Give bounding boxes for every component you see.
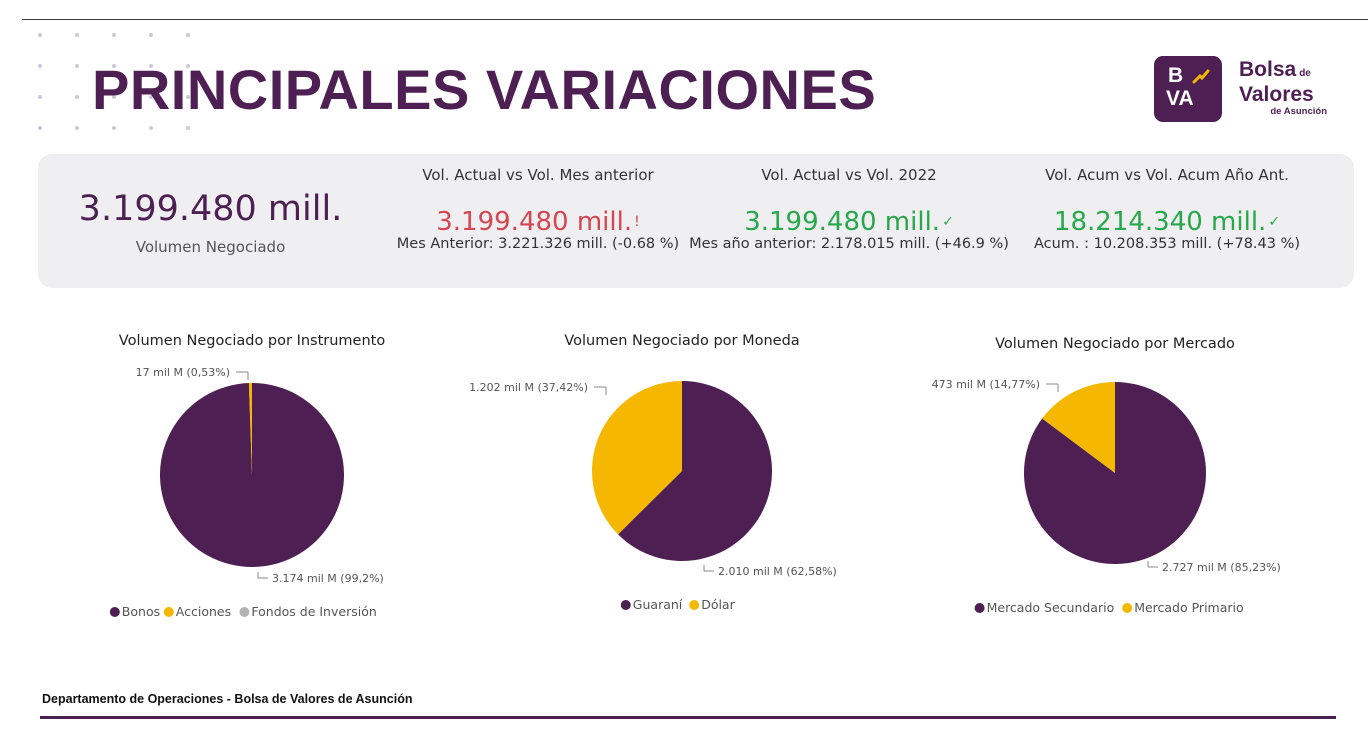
- decorative-dot: [186, 95, 190, 99]
- decorative-dot: [186, 33, 190, 37]
- decorative-dot: [112, 33, 116, 37]
- decorative-dot: [112, 126, 116, 130]
- legend-dot: [974, 603, 985, 613]
- legend-label: Dólar: [701, 597, 735, 612]
- decorative-dot: [75, 64, 79, 68]
- legend-dot: [689, 600, 700, 610]
- pie-chart-mercado: Volumen Negociado por Mercado 473 mil M (…: [920, 320, 1340, 630]
- kpi-card-accumulated: Vol. Acum vs Vol. Acum Año Ant. 18.214.3…: [1028, 166, 1306, 252]
- chart-legend: Bonos Acciones Fondos de Inversión: [109, 604, 377, 619]
- decorative-dot: [149, 64, 153, 68]
- pie-chart-instrumento: Volumen Negociado por Instrumento 17 mil …: [60, 320, 460, 630]
- data-label: 2.010 mil M (62,58%): [718, 565, 837, 578]
- legend-label: Guaraní: [633, 597, 683, 612]
- decorative-dot: [75, 95, 79, 99]
- pie-chart-moneda: Volumen Negociado por Moneda 1.202 mil M …: [470, 320, 900, 630]
- legend-label: Mercado Primario: [1134, 600, 1243, 615]
- decorative-dot: [38, 64, 42, 68]
- logo-line2: Valores: [1239, 83, 1314, 106]
- legend-dot: [239, 607, 250, 617]
- chart-legend: Mercado Secundario Mercado Primario: [974, 600, 1244, 615]
- kpi-card-year: Vol. Actual vs Vol. 2022 3.199.480 mill.…: [688, 166, 1010, 252]
- kpi-card-header: Vol. Actual vs Vol. Mes anterior: [422, 166, 654, 184]
- logo-line3: de Asunción: [1270, 106, 1327, 117]
- alert-icon: !: [634, 214, 640, 230]
- kpi-card-value-text: 3.199.480 mill.: [744, 207, 941, 237]
- pie-slice-d-lar: [592, 381, 682, 535]
- legend-dot: [1122, 603, 1133, 613]
- data-label-group: 2.727 mil M (85,23%): [1147, 561, 1281, 574]
- logo-letter-b: B: [1168, 64, 1184, 87]
- data-label-group: 473 mil M (14,77%): [932, 378, 1059, 392]
- bva-logo: B VA Bolsa de Valores de Asunción: [1154, 56, 1334, 122]
- decorative-dot: [75, 126, 79, 130]
- decorative-dot: [112, 95, 116, 99]
- decorative-dot: [112, 64, 116, 68]
- logo-arrow-icon: [1192, 69, 1210, 84]
- data-label-group: 3.174 mil M (99,2%): [257, 572, 384, 585]
- pie-slice-mercado-primario: [1042, 382, 1115, 473]
- chart-title: Volumen Negociado por Mercado: [995, 336, 1235, 352]
- kpi-card-sub: Mes año anterior: 2.178.015 mill. (+46.9…: [689, 236, 1009, 252]
- pie-chart-svg: Volumen Negociado por Mercado 473 mil M (…: [932, 336, 1281, 615]
- data-label: 2.727 mil M (85,23%): [1162, 561, 1281, 574]
- decorative-dot-grid: [38, 33, 218, 138]
- decorative-dot: [38, 33, 42, 37]
- footer-divider: [40, 716, 1336, 719]
- pie-slice-acciones: [248, 383, 252, 475]
- pie-slice-guaran-: [618, 381, 772, 561]
- legend-label: Mercado Secundario: [987, 600, 1115, 615]
- top-divider: [22, 19, 1368, 20]
- pie-slice-bonos: [159, 383, 344, 567]
- logo-letters-va: VA: [1166, 87, 1194, 110]
- decorative-dot: [186, 126, 190, 130]
- kpi-panel: 3.199.480 mill. Volumen Negociado Vol. A…: [38, 154, 1354, 288]
- decorative-dot: [186, 64, 190, 68]
- data-label: 17 mil M (0,53%): [136, 366, 230, 379]
- kpi-card-value: 3.199.480 mill. ✓: [688, 208, 1010, 236]
- footer-department: Departamento de Operaciones - Bolsa de V…: [42, 692, 413, 706]
- kpi-card-month: Vol. Actual vs Vol. Mes anterior 3.199.4…: [378, 166, 698, 252]
- kpi-card-header: Vol. Actual vs Vol. 2022: [761, 166, 937, 184]
- chart-title: Volumen Negociado por Moneda: [564, 333, 799, 349]
- pie-chart-svg: Volumen Negociado por Moneda 1.202 mil M …: [470, 333, 837, 612]
- kpi-card-value-text: 18.214.340 mill.: [1053, 207, 1267, 237]
- kpi-card-header: Vol. Acum vs Vol. Acum Año Ant.: [1045, 166, 1289, 184]
- data-label: 473 mil M (14,77%): [932, 378, 1040, 391]
- kpi-card-value: 3.199.480 mill.!: [378, 208, 698, 236]
- chart-legend: Guaraní Dólar: [620, 597, 736, 612]
- legend-dot: [109, 607, 120, 617]
- kpi-card-value-text: 3.199.480 mill.: [436, 207, 633, 237]
- legend-label: Acciones: [176, 604, 231, 619]
- kpi-main-value: 3.199.480 mill.: [78, 189, 343, 229]
- decorative-dot: [149, 95, 153, 99]
- chart-title: Volumen Negociado por Instrumento: [119, 333, 386, 349]
- data-label-group: 17 mil M (0,53%): [136, 366, 249, 380]
- legend-label: Bonos: [122, 604, 160, 619]
- kpi-main-label: Volumen Negociado: [135, 238, 286, 256]
- legend-dot: [620, 600, 631, 610]
- kpi-card-value: 18.214.340 mill. ✓: [1028, 208, 1306, 236]
- pie-chart-svg: Volumen Negociado por Instrumento 17 mil …: [109, 333, 386, 619]
- check-icon: ✓: [942, 214, 954, 230]
- decorative-dot: [38, 126, 42, 130]
- legend-label: Fondos de Inversión: [251, 604, 376, 619]
- logo-line1: Bolsa: [1239, 58, 1297, 81]
- data-label-group: 1.202 mil M (37,42%): [470, 381, 607, 395]
- kpi-card-sub: Mes Anterior: 3.221.326 mill. (-0.68 %): [396, 236, 680, 252]
- legend-dot: [163, 607, 174, 617]
- logo-wordmark: Bolsa de Valores de Asunción: [1239, 59, 1327, 119]
- decorative-dot: [149, 33, 153, 37]
- data-label-group: 2.010 mil M (62,58%): [703, 565, 837, 578]
- decorative-dot: [149, 126, 153, 130]
- logo-line1-small: de: [1299, 68, 1311, 79]
- bva-logo-mark: B VA: [1154, 56, 1222, 122]
- kpi-card-sub: Acum. : 10.208.353 mill. (+78.43 %): [1033, 236, 1301, 252]
- page-title: PRINCIPALES VARIACIONES: [92, 58, 877, 121]
- data-label: 3.174 mil M (99,2%): [272, 572, 384, 585]
- check-icon: ✓: [1268, 214, 1281, 230]
- decorative-dot: [75, 33, 79, 37]
- data-label: 1.202 mil M (37,42%): [470, 381, 588, 394]
- decorative-dot: [38, 95, 42, 99]
